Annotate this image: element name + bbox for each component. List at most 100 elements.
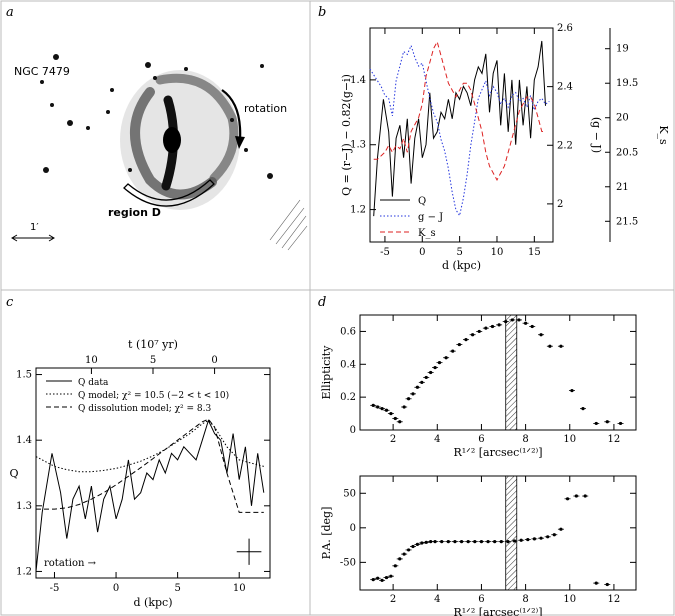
ks-tick-label: 19 <box>616 44 629 55</box>
chart-d-position-angle: 2 4 6 8 10 12 -50 0 50 R¹ᐟ² [arcsec⁽¹ᐟ²⁾] P.A. [de… <box>320 475 637 616</box>
y-left-tick-label: 1.2 <box>350 205 366 216</box>
series-line-q-data <box>35 419 265 572</box>
star <box>50 103 54 107</box>
x-tick-label: 0 <box>419 247 425 258</box>
rotation-annotation: rotation → <box>44 558 97 569</box>
y-right1-tick-label: 2 <box>557 199 563 210</box>
spiral-arm-east <box>155 73 239 183</box>
series-line-q-model <box>35 419 264 473</box>
panel-letter-c: c <box>6 295 14 310</box>
y-right1-axis-title: (g − J) <box>590 117 603 153</box>
y-tick-label: 50 <box>343 488 356 499</box>
x-tick-label: 2 <box>390 434 396 445</box>
y-tick-label: 0.6 <box>340 326 356 337</box>
galaxy-image <box>40 54 273 210</box>
star <box>43 167 49 173</box>
panel-a: a NGC 7479 rotation region D 1′ <box>6 5 308 251</box>
star <box>128 168 132 172</box>
x-axis-title: R¹ᐟ² [arcsec⁽¹ᐟ²⁾] <box>453 446 542 459</box>
y-tick-label: 1.2 <box>16 566 32 577</box>
x-tick-label: 8 <box>522 434 528 445</box>
top-x-tick-label: 5 <box>150 355 156 366</box>
series-line-q-dissolution <box>36 418 264 513</box>
x-tick-label: 10 <box>563 434 576 445</box>
y-tick-label: 0 <box>350 425 356 436</box>
x-axis-title: d (kpc) <box>134 596 173 609</box>
panel-letter-b: b <box>318 5 326 20</box>
panel-c: c -5 0 5 10 1.2 1.3 1.4 1.5 10 5 0 t (10⁷ yr) d (kpc… <box>6 295 271 609</box>
y-axis-title: Ellipticity <box>320 345 333 400</box>
x-tick-label: 10 <box>563 594 576 605</box>
diffraction-streaks <box>269 199 308 251</box>
star <box>110 88 114 92</box>
legend-entry: Q data <box>78 378 109 388</box>
legend-entry: Q dissolution model; χ² = 8.3 <box>78 404 212 414</box>
scale-bar-label: 1′ <box>30 222 39 233</box>
panel-d: d 2 4 6 8 10 12 0 0.2 0.4 0.6 R¹ᐟ² [arcsec⁽¹ᐟ²⁾] El… <box>318 295 637 616</box>
top-x-tick-label: 0 <box>211 355 217 366</box>
x-tick-label: 0 <box>113 583 119 594</box>
star <box>106 110 110 114</box>
x-tick-label: 12 <box>608 594 621 605</box>
x-axis-title: d (kpc) <box>442 259 481 272</box>
y-tick-label: 0.2 <box>340 392 356 403</box>
y-tick-label: 1.3 <box>16 501 32 512</box>
y-tick-label: 1.4 <box>16 435 32 446</box>
y-axis-title: Q <box>9 467 18 480</box>
y-tick-label: -50 <box>340 557 356 568</box>
y-right1-tick-label: 2.6 <box>557 23 573 34</box>
rotation-arrow-icon <box>221 89 245 149</box>
ks-tick-label: 19.5 <box>616 78 638 89</box>
legend-entry: Q <box>418 196 426 207</box>
x-tick-label: 6 <box>478 434 484 445</box>
chart-b: -5 0 5 10 15 1.2 1.3 1.4 2 2.2 2.4 2.6 19 19.5 20 20.5 2… <box>340 23 670 272</box>
x-tick-label: 15 <box>528 247 541 258</box>
x-tick-label: 4 <box>434 594 440 605</box>
galaxy-label: NGC 7479 <box>14 65 70 78</box>
star <box>86 126 90 130</box>
y-tick-label: 0 <box>350 523 356 534</box>
ks-tick-label: 20 <box>616 113 629 124</box>
ks-tick-label: 21 <box>616 182 629 193</box>
x-tick-label: 5 <box>174 583 180 594</box>
plot-frame <box>359 314 637 431</box>
region-d-label: region D <box>108 206 161 219</box>
star <box>260 64 264 68</box>
star <box>267 173 273 179</box>
panel-letter-d: d <box>318 295 326 310</box>
star <box>153 76 157 80</box>
x-tick-label: -5 <box>50 583 60 594</box>
series-line-q <box>373 40 546 217</box>
x-tick-label: 5 <box>456 247 462 258</box>
x-tick-label: 10 <box>491 247 504 258</box>
x-tick-label: -5 <box>380 247 390 258</box>
ks-tick-label: 21.5 <box>616 216 638 227</box>
x-tick-label: 6 <box>478 594 484 605</box>
ks-tick-label: 20.5 <box>616 147 638 158</box>
shaded-band <box>505 475 518 591</box>
galaxy-nucleus <box>163 127 181 153</box>
star <box>40 80 44 84</box>
chart-c: -5 0 5 10 1.2 1.3 1.4 1.5 10 5 0 t (10⁷ yr) d (kpc) Q… <box>9 338 271 609</box>
rotation-label: rotation <box>244 102 287 115</box>
y-left-tick-label: 1.3 <box>350 140 366 151</box>
plot-frame <box>369 27 554 243</box>
top-x-axis-title: t (10⁷ yr) <box>128 338 178 351</box>
x-tick-label: 12 <box>608 434 621 445</box>
y-right2-axis-title: K_s <box>657 125 670 145</box>
y-left-tick-label: 1.4 <box>350 75 366 86</box>
series-line-g-j <box>369 44 550 217</box>
y-tick-label: 1.5 <box>16 370 32 381</box>
star <box>145 62 151 68</box>
x-axis-title: R¹ᐟ² [arcsec⁽¹ᐟ²⁾] <box>453 606 542 616</box>
panel-b: b -5 0 5 10 15 1.2 1.3 1.4 2 2.2 2.4 2.6 19 19.5 20 20.… <box>318 5 670 272</box>
x-tick-label: 8 <box>522 594 528 605</box>
scale-bar <box>11 234 55 242</box>
chart-d-ellipticity: 2 4 6 8 10 12 0 0.2 0.4 0.6 R¹ᐟ² [arcsec⁽¹ᐟ²⁾] Elli… <box>320 314 637 459</box>
plot-frame <box>359 475 637 591</box>
x-tick-label: 4 <box>434 434 440 445</box>
y-left-axis-title: Q = (r−J) − 0.82(g−i) <box>340 74 353 196</box>
star <box>184 67 188 71</box>
region-d-outline <box>123 179 215 207</box>
